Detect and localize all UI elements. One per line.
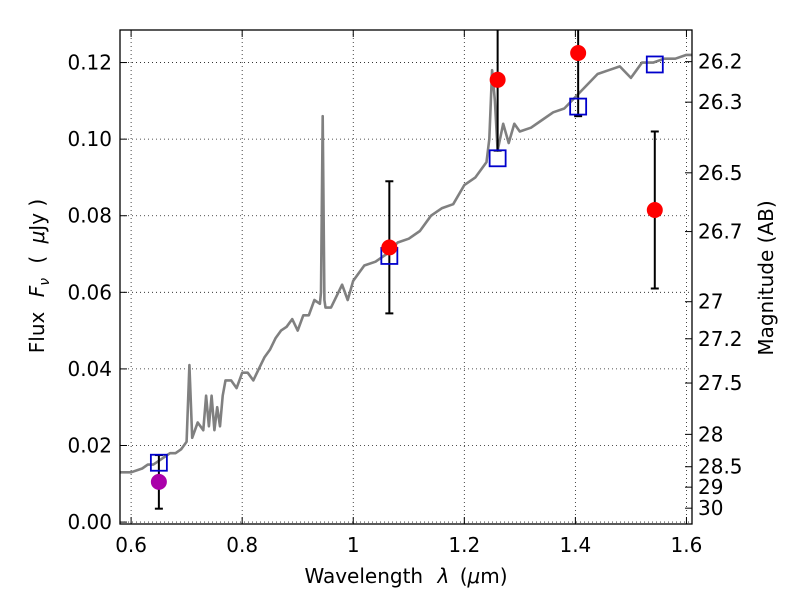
x-tick-label: 0.8	[226, 533, 258, 557]
y-axis-label-subscript: ν	[37, 278, 53, 286]
x-tick-label: 1	[347, 533, 360, 557]
y2-tick-label: 26.5	[698, 161, 743, 185]
y-axis-label-unit-open: (	[25, 256, 49, 264]
y2-tick-label: 26.2	[698, 50, 743, 74]
y2-tick-label: 27.5	[698, 371, 743, 395]
y2-tick-label: 28.5	[698, 455, 743, 479]
y2-tick-label: 29	[698, 475, 723, 499]
model-photometry-square	[149, 453, 168, 472]
y2-axis-label: Magnitude (AB)	[754, 200, 778, 355]
y-tick-label: 0.10	[67, 127, 112, 151]
y2-tick-label: 26.7	[698, 220, 743, 244]
x-axis-label: Wavelength λ (μm)	[304, 564, 507, 588]
observed-flux-point	[646, 201, 663, 218]
y-axis-label-symbol: F	[25, 285, 49, 297]
y2-tick-label: 27.2	[698, 327, 743, 351]
model-photometry-square	[488, 149, 507, 168]
y2-tick-label: 27	[698, 290, 723, 314]
y2-tick-label: 26.3	[698, 90, 743, 114]
x-axis-label-unit-rest: m)	[480, 564, 507, 588]
y-axis-label-unit-mu: μ	[25, 231, 49, 245]
x-axis-label-unit-open: (	[460, 564, 468, 588]
y2-tick-label: 28	[698, 422, 723, 446]
grid-lines	[120, 30, 692, 524]
y-tick-label: 0.12	[67, 51, 112, 75]
axes-frame	[119, 29, 693, 525]
model-photometry-square	[569, 97, 588, 116]
plot-area	[120, 30, 692, 510]
model-photometry-square	[645, 55, 664, 74]
y-tick-label: 0.04	[67, 357, 112, 381]
y-axis-label-unit-rest: Jy )	[25, 199, 49, 233]
y-axis-label-text: Flux	[25, 311, 49, 353]
x-tick-label: 1.2	[448, 533, 480, 557]
observed-flux-point	[381, 239, 398, 256]
y-tick-label: 0.08	[67, 204, 112, 228]
x-axis-label-symbol: λ	[436, 564, 449, 588]
observed-flux-point	[489, 71, 506, 88]
y-tick-label: 0.00	[67, 510, 112, 534]
observed-flux-point	[150, 473, 167, 490]
y2-tick-label: 30	[698, 496, 723, 520]
x-axis-label-text: Wavelength	[304, 564, 423, 588]
y-axis-label: Flux Fν ( μJy )	[25, 199, 54, 353]
x-tick-label: 1.6	[671, 533, 703, 557]
x-tick-label: 1.4	[559, 533, 591, 557]
y-tick-label: 0.02	[67, 433, 112, 457]
sed-model-line	[120, 53, 692, 474]
axis-ticks: 0.6 0.8 1 1.2 1.4 1.6 0.00 0.02 0.04 0.06 0.08 0.10…	[67, 30, 743, 557]
y-tick-label: 0.06	[67, 280, 112, 304]
x-axis-label-unit-mu: μ	[467, 564, 481, 588]
x-tick-label: 0.6	[115, 533, 147, 557]
observed-flux-point	[570, 44, 587, 61]
